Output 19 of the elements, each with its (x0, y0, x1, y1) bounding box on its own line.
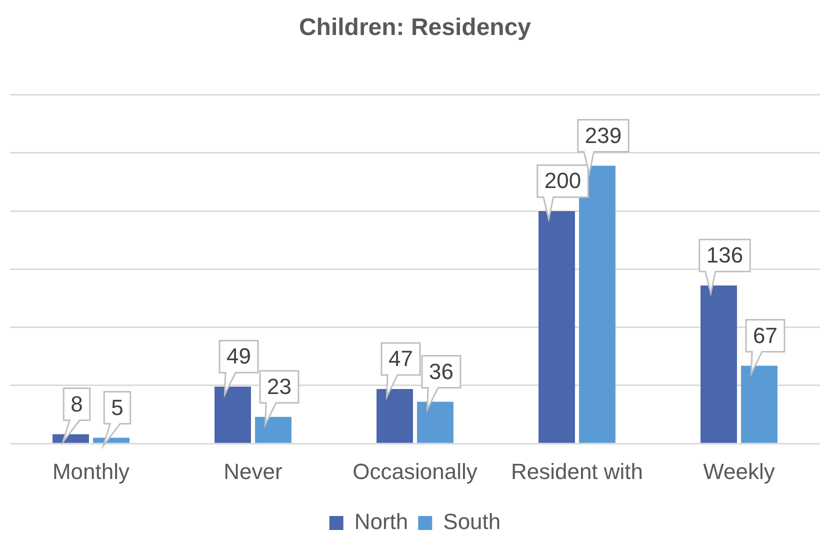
x-tick-label: Never (224, 458, 282, 484)
data-label: 8 (70, 391, 83, 416)
data-label: 67 (753, 322, 778, 348)
x-tick-label: Occasionally (352, 458, 478, 484)
data-label: 36 (429, 358, 454, 384)
bar (52, 434, 89, 443)
chart-title: Children: Residency (298, 14, 532, 42)
legend-label: South (443, 509, 501, 534)
data-label: 49 (226, 344, 251, 369)
data-label: 200 (544, 168, 582, 194)
data-label: 23 (267, 374, 292, 399)
legend-label: North (354, 509, 408, 534)
x-tick-label: Weekly (703, 458, 775, 484)
data-label: 5 (111, 394, 124, 420)
data-label: 136 (706, 242, 744, 268)
x-tick-label: Resident with (510, 458, 644, 484)
x-tick-label: Monthly (52, 458, 130, 484)
data-label: 239 (584, 122, 622, 148)
data-label: 47 (388, 346, 413, 372)
